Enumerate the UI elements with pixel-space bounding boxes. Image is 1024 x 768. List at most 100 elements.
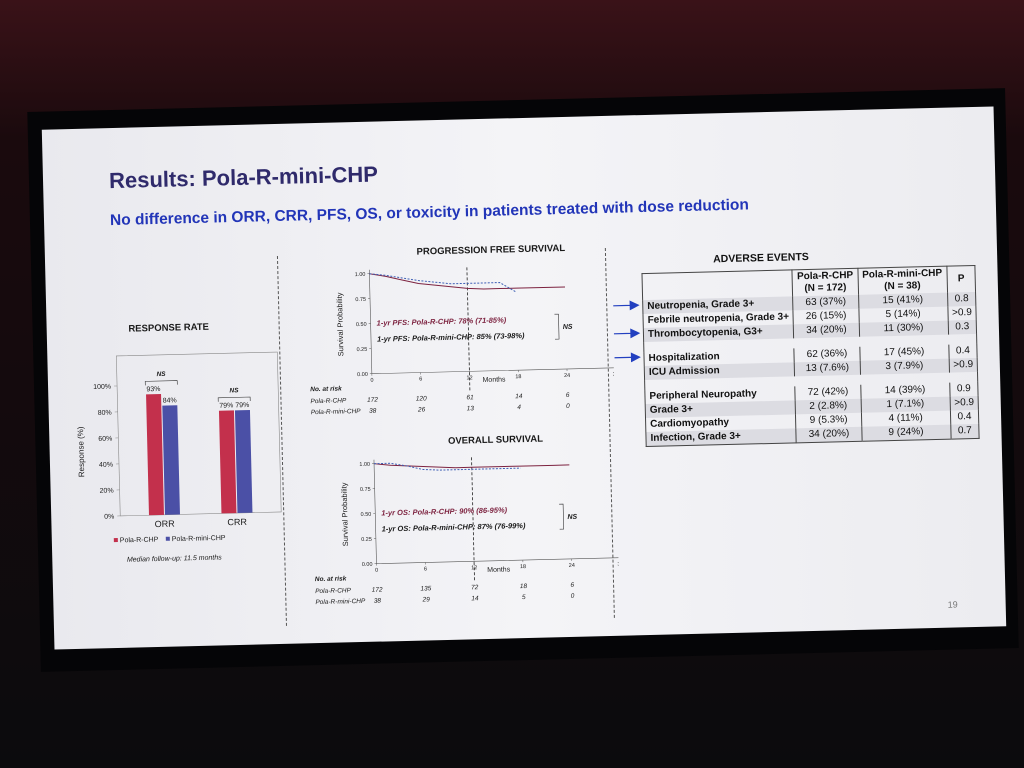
risk-value: 18 (520, 583, 528, 590)
risk-value: 0 (566, 403, 570, 410)
legend-swatch (113, 537, 118, 543)
x-tick-label: 6 (424, 566, 427, 572)
os-chart: OVERALL SURVIVAL Survival Probability 0.00… (315, 434, 621, 606)
row-label: Infection, Grade 3+ (645, 428, 797, 447)
y-tick-label: 0.00 (362, 562, 373, 568)
survival-curve (369, 273, 566, 290)
table-cell: 9 (24%) (861, 424, 951, 442)
slide-title: Results: Pola-R-mini-CHP (108, 161, 379, 194)
risk-value: 135 (420, 585, 431, 592)
annotation: 1-yr PFS: Pola-R-CHP: 78% (71-85%) (377, 315, 507, 327)
x-tick-label: 18 (520, 564, 526, 570)
risk-row-label: Pola-R-mini-CHP (311, 408, 362, 416)
annotation-note: NS (563, 324, 573, 331)
legend-label: Pola-R-CHP (120, 536, 159, 544)
value-label: 93% (146, 386, 160, 393)
risk-row-label: Pola-R-mini-CHP (315, 598, 366, 606)
risk-value: 14 (515, 393, 523, 400)
x-tick-label: 24 (564, 373, 570, 379)
column-header: P (946, 265, 976, 293)
annotation: 1-yr OS: Pola-R-mini-CHP: 87% (76-99%) (382, 521, 526, 534)
x-tick-label: 18 (515, 374, 521, 380)
legend-swatch (165, 536, 170, 541)
x-tick-label: 0 (370, 378, 373, 384)
category-note: NS (156, 371, 166, 378)
legend-label: Pola-R-mini-CHP (172, 535, 226, 543)
table-cell: 34 (20%) (796, 426, 862, 443)
risk-value: 120 (416, 395, 427, 402)
table-cell: >0.9 (948, 357, 978, 373)
table-cell: 0.7 (950, 423, 980, 440)
arrow-cell (615, 418, 646, 433)
risk-value: 0 (619, 581, 620, 588)
risk-value: 4 (517, 404, 521, 411)
reference-line (466, 267, 471, 392)
note-bracket (144, 380, 178, 386)
risk-table-title: No. at risk (310, 385, 342, 393)
footnote: Median follow-up: 11.5 months (127, 554, 222, 563)
column-header: Pola-R-mini-CHP (N = 38) (857, 266, 948, 295)
risk-value: 172 (367, 397, 378, 404)
table-cell: 0.4 (949, 409, 980, 425)
response-rate-chart: RESPONSE RATE Response (%) 0% 20% 40% 60% 80% 1… (76, 322, 282, 564)
survival-curve (374, 462, 521, 471)
arrow-shape (613, 328, 641, 339)
x-tick-label: 0 (375, 568, 378, 574)
note-bracket (217, 396, 251, 402)
y-tick-label: 0.75 (360, 487, 371, 493)
y-tick-label: 0.75 (355, 297, 366, 303)
value-label: 79% (235, 402, 249, 409)
x-tick-label: CRR (227, 517, 247, 527)
table-cell: 0.3 (947, 319, 977, 335)
plot-frame (116, 351, 282, 517)
arrow-cell (612, 300, 643, 315)
risk-value: 14 (471, 595, 479, 602)
adverse-events-table: Pola-R-CHP (N = 172) Pola-R-mini-CHP (N = 3… (611, 265, 980, 448)
y-tick-label: 0.25 (356, 347, 367, 353)
chart-title: OVERALL SURVIVAL (448, 434, 543, 447)
annotation-note: NS (567, 514, 577, 521)
x-axis-label: Months (482, 376, 506, 384)
arrow (613, 300, 640, 311)
annotation: 1-yr OS: Pola-R-CHP: 90% (86-95%) (381, 505, 508, 517)
table-row: Thrombocytopenia, G3+ 34 (20%) 11 (30%) 0.3 (613, 319, 977, 343)
note-bracket (559, 503, 565, 530)
y-tick-label: 1.00 (359, 462, 370, 468)
arrow-spacer (611, 274, 642, 301)
value-label: 79% (219, 402, 233, 409)
arrow (614, 352, 641, 363)
page-number: 19 (947, 599, 958, 610)
arrow-cell (612, 314, 643, 329)
y-axis-label: Survival Probability (335, 292, 346, 356)
arrow-cell (614, 390, 645, 405)
x-tick-label: 6 (419, 376, 422, 382)
risk-value: 26 (417, 406, 426, 413)
column-n: (N = 38) (884, 280, 921, 293)
y-tick-label: 80% (98, 410, 112, 417)
risk-value: 172 (372, 587, 383, 594)
table-cell: 0.8 (947, 291, 977, 307)
bar (162, 405, 180, 515)
slide-subtitle: No difference in ORR, CRR, PFS, OS, or t… (109, 196, 750, 230)
annotation: 1-yr PFS: Pola-R-mini-CHP: 85% (73-98%) (377, 331, 525, 344)
y-tick-label: 0.00 (357, 372, 368, 378)
slide: Results: Pola-R-mini-CHP No difference i… (41, 106, 1007, 650)
risk-row-label: Pola-R-CHP (310, 397, 347, 405)
risk-value: 5 (522, 594, 526, 601)
y-axis-label: Response (%) (76, 426, 86, 477)
risk-value: 0 (619, 592, 620, 599)
risk-value: 38 (374, 598, 382, 605)
arrow-cell (615, 404, 646, 419)
risk-value: 0 (571, 593, 575, 600)
bar (146, 393, 164, 516)
arrow-cell (613, 328, 644, 343)
arrow-cell (614, 366, 645, 381)
table-title: ADVERSE EVENTS (713, 251, 809, 266)
y-tick-label: 20% (100, 488, 114, 495)
bar (218, 410, 237, 514)
risk-value: 29 (421, 596, 430, 603)
x-axis-label: Months (487, 566, 511, 574)
chart-title: PROGRESSION FREE SURVIVAL (416, 243, 565, 258)
risk-row-label: Pola-R-CHP (315, 587, 352, 595)
